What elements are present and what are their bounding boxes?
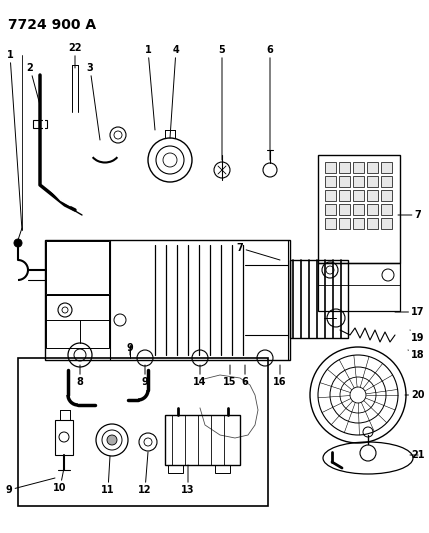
Text: 12: 12 [138,452,152,495]
Text: 22: 22 [68,43,82,68]
Bar [353,190,364,201]
Bar [46,295,109,348]
Text: 20: 20 [405,390,425,400]
Bar [18,358,268,506]
Text: 9: 9 [127,343,133,355]
Bar [367,218,378,229]
Text: 9: 9 [142,365,148,387]
Text: 9: 9 [6,478,55,495]
Text: 3: 3 [87,63,100,140]
Text: 11: 11 [101,456,115,495]
Bar [339,162,350,173]
Bar [325,176,336,187]
Text: 18: 18 [408,350,425,360]
Bar [215,465,230,473]
Bar [318,263,400,311]
Bar [55,420,73,455]
Bar [367,190,378,201]
Bar [353,204,364,215]
Bar [381,190,392,201]
Text: 19: 19 [410,330,425,343]
Bar [381,162,392,173]
Bar [165,415,240,465]
Circle shape [14,239,22,247]
Bar [325,218,336,229]
Bar [339,190,350,201]
Bar [367,176,378,187]
Text: 15: 15 [223,365,237,387]
Text: 8: 8 [76,365,83,387]
Text: 17: 17 [395,307,425,317]
Bar [46,241,109,294]
Bar [339,218,350,229]
Circle shape [107,435,117,445]
Text: 13: 13 [181,465,195,495]
Bar [325,162,336,173]
Text: 7724 900 A: 7724 900 A [8,18,96,32]
Text: 14: 14 [193,365,207,387]
Bar [168,465,183,473]
Text: 6: 6 [242,365,248,387]
Text: 5: 5 [219,45,225,160]
Text: 7: 7 [237,243,280,260]
Text: 7: 7 [398,210,421,220]
Text: 21: 21 [410,450,425,460]
Text: 4: 4 [170,45,179,138]
Bar [290,260,348,338]
Bar [339,176,350,187]
Bar [325,204,336,215]
Bar [381,176,392,187]
Bar [325,190,336,201]
Bar [353,162,364,173]
Bar [381,204,392,215]
Text: 16: 16 [273,365,287,387]
Text: 1: 1 [6,50,22,230]
Bar [367,204,378,215]
Bar [353,176,364,187]
Bar [33,120,47,128]
Text: 2: 2 [27,63,40,105]
Bar [45,240,290,360]
Bar [381,218,392,229]
Text: 10: 10 [53,468,67,493]
Bar [353,218,364,229]
Text: 6: 6 [267,45,273,160]
Bar [367,162,378,173]
Bar [339,204,350,215]
Bar [318,155,400,263]
Text: 1: 1 [145,45,155,130]
